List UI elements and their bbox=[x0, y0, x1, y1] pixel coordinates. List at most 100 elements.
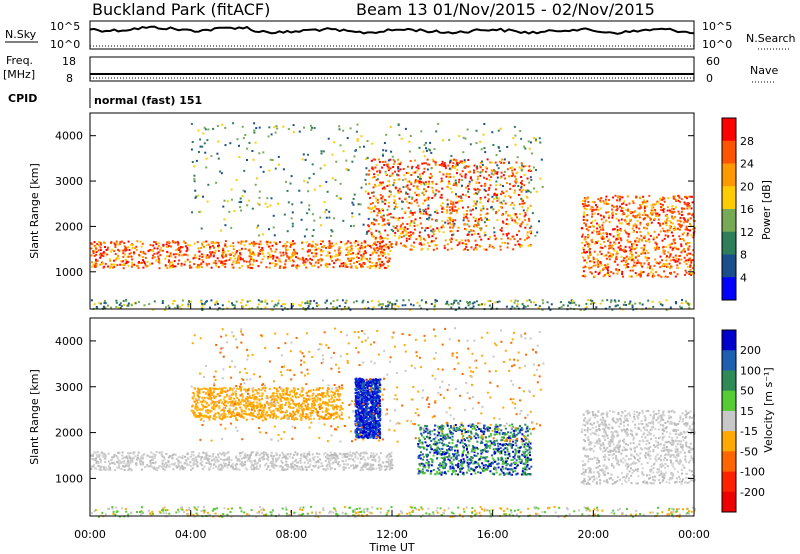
echo-cell bbox=[300, 416, 303, 419]
echo-cell bbox=[385, 149, 388, 152]
echo-cell bbox=[618, 195, 621, 198]
echo-cell bbox=[241, 195, 244, 198]
echo-cell bbox=[323, 468, 326, 471]
echo-cell bbox=[247, 266, 250, 269]
echo-cell bbox=[232, 122, 235, 125]
echo-cell bbox=[389, 212, 392, 215]
echo-cell bbox=[242, 417, 245, 419]
echo-cell bbox=[188, 264, 191, 267]
echo-cell bbox=[97, 462, 100, 464]
echo-cell bbox=[200, 299, 203, 302]
echo-cell bbox=[151, 257, 154, 260]
echo-cell bbox=[602, 268, 604, 271]
echo-cell bbox=[400, 224, 403, 227]
echo-cell bbox=[432, 160, 435, 163]
echo-cell bbox=[189, 244, 192, 247]
echo-cell bbox=[390, 193, 392, 196]
echo-cell bbox=[331, 242, 333, 245]
nave-label: Nave bbox=[750, 64, 778, 77]
echo-cell bbox=[195, 195, 198, 198]
echo-cell bbox=[631, 200, 634, 203]
echo-cell bbox=[538, 305, 541, 308]
echo-cell bbox=[647, 262, 650, 265]
echo-cell bbox=[366, 301, 369, 304]
echo-cell bbox=[458, 178, 461, 181]
echo-cell bbox=[181, 254, 184, 257]
freq-label-line1: Freq. bbox=[6, 54, 33, 67]
echo-cell bbox=[150, 459, 153, 462]
echo-cell bbox=[307, 245, 310, 247]
echo-cell bbox=[236, 250, 239, 253]
echo-cell bbox=[279, 408, 282, 411]
echo-cell bbox=[568, 301, 570, 304]
echo-cell bbox=[149, 456, 152, 458]
echo-cell bbox=[602, 200, 605, 203]
echo-cell bbox=[382, 304, 385, 307]
echo-cell bbox=[215, 262, 218, 265]
echo-cell bbox=[430, 151, 433, 154]
echo-cell bbox=[95, 258, 97, 261]
echo-cell bbox=[210, 389, 213, 392]
echo-cell bbox=[284, 263, 287, 266]
echo-cell bbox=[643, 209, 646, 212]
echo-cell bbox=[379, 265, 382, 268]
echo-cell bbox=[306, 212, 309, 215]
echo-cell bbox=[480, 227, 483, 230]
echo-cell bbox=[467, 165, 470, 168]
echo-cell bbox=[239, 253, 242, 256]
echo-cell bbox=[184, 245, 187, 248]
echo-cell bbox=[423, 193, 425, 196]
echo-cell bbox=[331, 457, 334, 460]
echo-cell bbox=[645, 223, 648, 226]
echo-cell bbox=[607, 266, 610, 269]
echo-cell bbox=[680, 214, 683, 216]
echo-cell bbox=[267, 459, 270, 462]
echo-cell bbox=[240, 413, 243, 416]
echo-cell bbox=[220, 465, 223, 468]
echo-cell bbox=[600, 264, 603, 267]
echo-cell bbox=[471, 307, 474, 310]
echo-cell bbox=[649, 234, 652, 237]
echo-cell bbox=[520, 244, 523, 247]
echo-cell bbox=[186, 456, 189, 459]
echo-cell bbox=[152, 462, 155, 464]
echo-cell bbox=[513, 307, 516, 310]
echo-cell bbox=[167, 304, 170, 307]
echo-cell bbox=[407, 172, 410, 174]
echo-cell bbox=[500, 227, 503, 230]
echo-cell bbox=[520, 169, 523, 172]
echo-cell bbox=[90, 254, 93, 257]
echo-cell bbox=[339, 250, 342, 253]
echo-cell bbox=[387, 167, 390, 170]
echo-cell bbox=[325, 254, 328, 257]
echo-cell bbox=[388, 459, 391, 462]
echo-cell bbox=[464, 248, 467, 250]
echo-cell bbox=[407, 206, 410, 209]
echo-cell bbox=[581, 252, 583, 254]
echo-cell bbox=[137, 451, 140, 454]
echo-cell bbox=[652, 305, 655, 308]
echo-cell bbox=[116, 456, 119, 458]
echo-cell bbox=[502, 192, 505, 194]
echo-cell bbox=[670, 210, 673, 213]
echo-cell bbox=[447, 176, 450, 179]
echo-cell bbox=[141, 251, 144, 254]
echo-cell bbox=[657, 201, 660, 204]
echo-cell bbox=[350, 257, 353, 260]
echo-cell bbox=[271, 466, 274, 469]
echo-cell bbox=[397, 158, 400, 161]
echo-cell bbox=[643, 248, 645, 251]
echo-cell bbox=[311, 404, 314, 407]
echo-cell bbox=[444, 303, 447, 305]
echo-cell bbox=[582, 270, 585, 273]
echo-cell bbox=[367, 463, 370, 466]
echo-cell bbox=[295, 267, 298, 270]
echo-cell bbox=[113, 250, 116, 253]
echo-cell bbox=[650, 204, 653, 207]
echo-cell bbox=[449, 221, 452, 224]
echo-cell bbox=[435, 209, 438, 212]
echo-cell bbox=[597, 265, 600, 268]
echo-cell bbox=[395, 241, 398, 244]
echo-cell bbox=[465, 186, 468, 189]
echo-cell bbox=[264, 299, 267, 302]
